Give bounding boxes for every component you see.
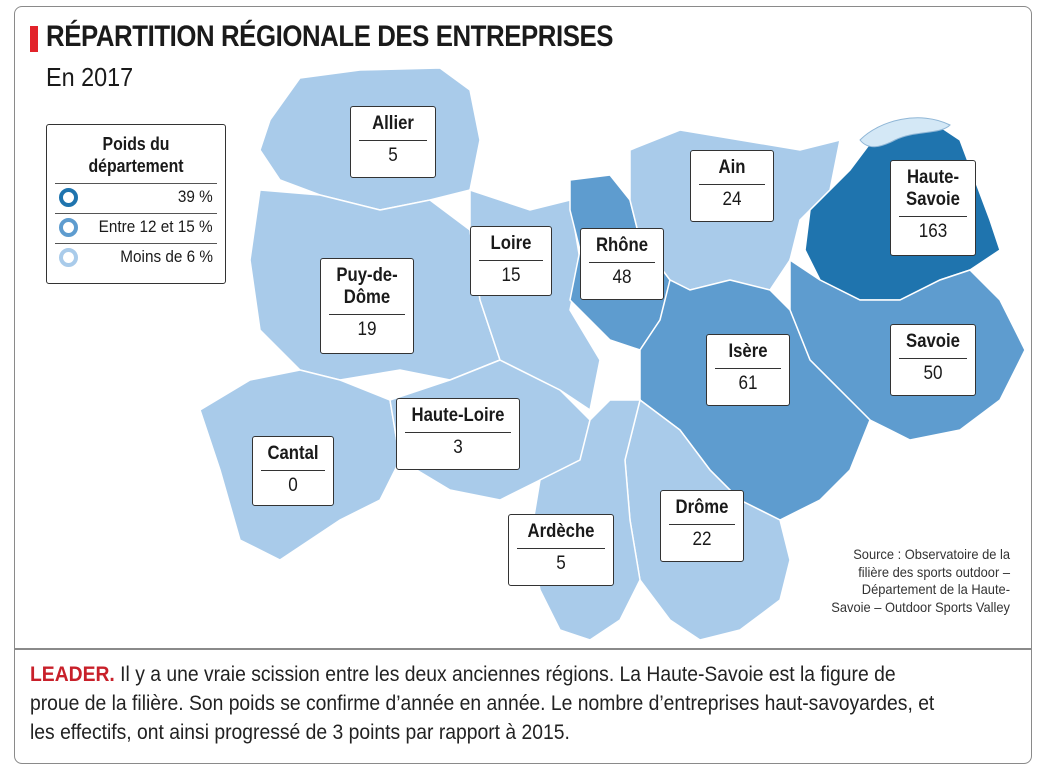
dept-label-isere: Isère 61 [706, 334, 790, 406]
dept-value: 15 [501, 265, 521, 286]
dept-name: Isère [728, 341, 768, 362]
legend-label: Entre 12 et 15 % [99, 217, 213, 236]
caption: LEADER. Il y a une vraie scission entre … [30, 660, 950, 747]
dept-name: Loire [490, 233, 532, 254]
legend-label: 39 % [178, 187, 213, 206]
dept-value: 0 [288, 475, 298, 496]
dept-value: 24 [722, 189, 742, 210]
dept-name: Ardèche [527, 521, 595, 542]
map-title: RÉPARTITION RÉGIONALE DES ENTREPRISES [46, 20, 614, 53]
dept-label-loire: Loire 15 [470, 226, 552, 296]
dept-label-ardeche: Ardèche 5 [508, 514, 614, 586]
dept-value: 50 [923, 363, 943, 384]
legend-title: Poids du département [88, 134, 184, 176]
dept-value: 5 [556, 553, 566, 574]
dept-value: 5 [388, 145, 398, 166]
dept-value: 163 [918, 221, 948, 242]
dept-label-cantal: Cantal 0 [252, 436, 334, 506]
dept-label-puy-de-dome: Puy-de-Dôme 19 [320, 258, 414, 354]
dept-name: Drôme [675, 497, 729, 518]
dept-value: 22 [692, 529, 712, 550]
dept-label-haute-loire: Haute-Loire 3 [396, 398, 520, 470]
dept-value: 61 [738, 373, 758, 394]
dept-value: 19 [357, 319, 377, 340]
legend-row-light: Moins de 6 % [55, 243, 217, 270]
legend-row-medium: Entre 12 et 15 % [55, 213, 217, 240]
caption-text: Il y a une vraie scission entre les deux… [30, 663, 935, 744]
dept-label-haute-savoie: Haute-Savoie 163 [890, 160, 976, 256]
dept-label-savoie: Savoie 50 [890, 324, 976, 396]
light-circle-icon [59, 248, 78, 267]
dept-name: Cantal [267, 443, 319, 464]
legend: Poids du département 39 % Entre 12 et 15… [46, 124, 226, 284]
dept-label-drome: Drôme 22 [660, 490, 744, 562]
source-note: Source : Observatoire de la filière des … [831, 546, 1010, 615]
dept-name: Haute-Loire [411, 405, 505, 426]
dept-name: Ain [718, 157, 746, 178]
dept-label-allier: Allier 5 [350, 106, 436, 178]
dept-label-ain: Ain 24 [690, 150, 774, 222]
legend-label: Moins de 6 % [120, 247, 213, 266]
dept-name: Savoie [906, 331, 960, 352]
dept-value: 48 [612, 267, 632, 288]
dept-label-rhone: Rhône 48 [580, 228, 664, 300]
dept-name: Haute-Savoie [906, 167, 960, 210]
title-accent-bar [30, 26, 38, 52]
dept-name: Rhône [595, 235, 649, 256]
legend-row-dark: 39 % [55, 183, 217, 210]
dept-name: Puy-de-Dôme [336, 265, 398, 308]
dept-name: Allier [372, 113, 414, 134]
medium-circle-icon [59, 218, 78, 237]
dept-value: 3 [453, 437, 463, 458]
lake-geneva [859, 117, 951, 148]
caption-lead: LEADER. [30, 663, 115, 686]
caption-divider [15, 648, 1031, 650]
map-subtitle: En 2017 [46, 62, 134, 92]
dark-circle-icon [59, 188, 78, 207]
